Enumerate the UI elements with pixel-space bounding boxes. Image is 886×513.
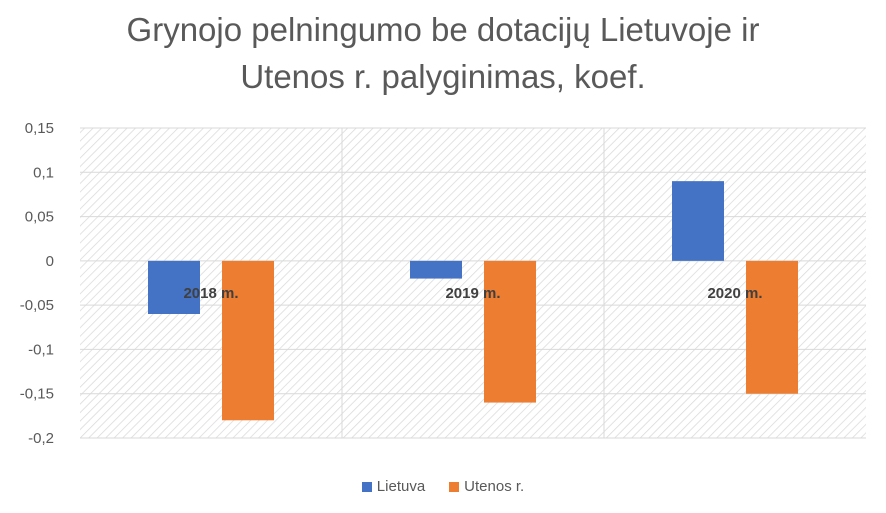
bar-utenos-0 [222,260,274,421]
bar-utenos-2 [746,260,798,394]
legend-label-lietuva: Lietuva [376,478,426,495]
y-tick-label: 0,05 [25,209,54,226]
legend-swatch-lietuva [361,481,372,492]
y-tick-label: -0,15 [20,386,54,403]
category-label: 2020 m. [707,285,762,302]
y-tick-label: -0,2 [28,430,54,447]
chart-title-line-1: Grynojo pelningumo be dotacijų Lietuvoje… [126,11,760,48]
y-tick-label: 0,15 [25,120,54,137]
bar-utenos-1 [484,260,536,403]
legend-label-utenos: Utenos r. [464,478,525,495]
legend-item-utenos: Utenos r. [449,478,524,495]
category-label: 2018 m. [183,285,238,302]
plot-area [80,128,866,438]
y-tick-label: -0,05 [20,297,54,314]
bar-lietuva-0 [148,260,200,314]
y-tick-label: 0,1 [33,164,54,181]
y-tick-label: -0,1 [28,341,54,358]
bar-lietuva-2 [672,181,724,261]
category-label: 2019 m. [445,285,500,302]
y-tick-label: 0 [46,253,54,270]
chart-title-line-2: Utenos r. palyginimas, koef. [240,58,646,95]
legend: Lietuva Utenos r. [0,478,886,495]
legend-item-lietuva: Lietuva [361,478,426,495]
legend-swatch-utenos [449,481,460,492]
bar-lietuva-1 [410,260,462,279]
chart-title: Grynojo pelningumo be dotacijų Lietuvoje… [0,6,886,100]
